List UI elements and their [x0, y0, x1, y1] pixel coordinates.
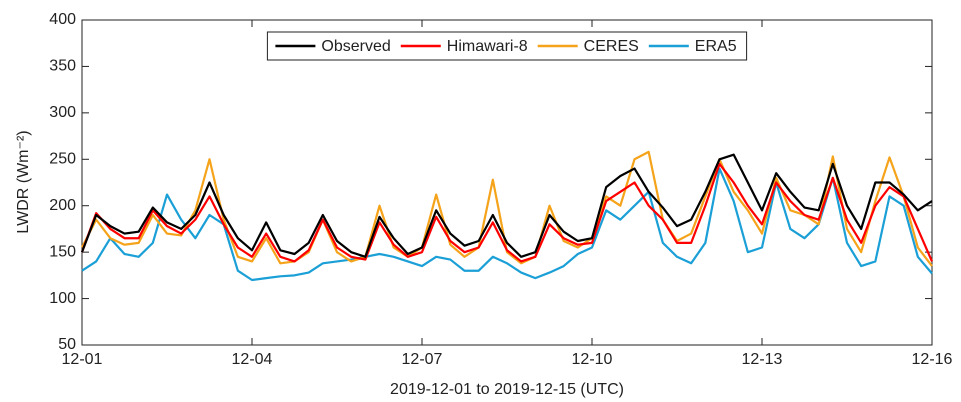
series-line	[81, 150, 933, 267]
y-tick-label: 150	[49, 243, 76, 260]
y-tick-label: 50	[58, 336, 76, 353]
y-tick-label: 300	[49, 104, 76, 121]
legend-label: Observed	[321, 38, 390, 55]
y-tick-label: 350	[49, 58, 76, 75]
x-tick-label: 12-16	[912, 351, 953, 368]
series-line	[80, 153, 933, 258]
y-tick-label: 400	[49, 11, 76, 28]
x-tick-label: 12-01	[62, 351, 103, 368]
x-tick-label: 12-13	[742, 351, 783, 368]
series-line	[81, 167, 933, 282]
y-tick-label: 250	[49, 151, 76, 168]
x-tick-label: 12-04	[232, 351, 273, 368]
x-axis-title: 2019-12-01 to 2019-12-15 (UTC)	[390, 381, 624, 398]
legend-label: CERES	[584, 38, 639, 55]
legend: Observed Himawari-8 CERES ERA5	[266, 31, 748, 61]
series-line	[80, 162, 934, 263]
x-tick-label: 12-07	[402, 351, 443, 368]
legend-label: ERA5	[695, 38, 737, 55]
y-tick-label: 200	[49, 197, 76, 214]
plot-frame	[81, 19, 933, 346]
y-axis-title: LWDR (Wm⁻²)	[15, 130, 32, 233]
legend-label: Himawari-8	[447, 38, 528, 55]
x-tick-label: 12-10	[572, 351, 613, 368]
y-tick-label: 100	[49, 290, 76, 307]
